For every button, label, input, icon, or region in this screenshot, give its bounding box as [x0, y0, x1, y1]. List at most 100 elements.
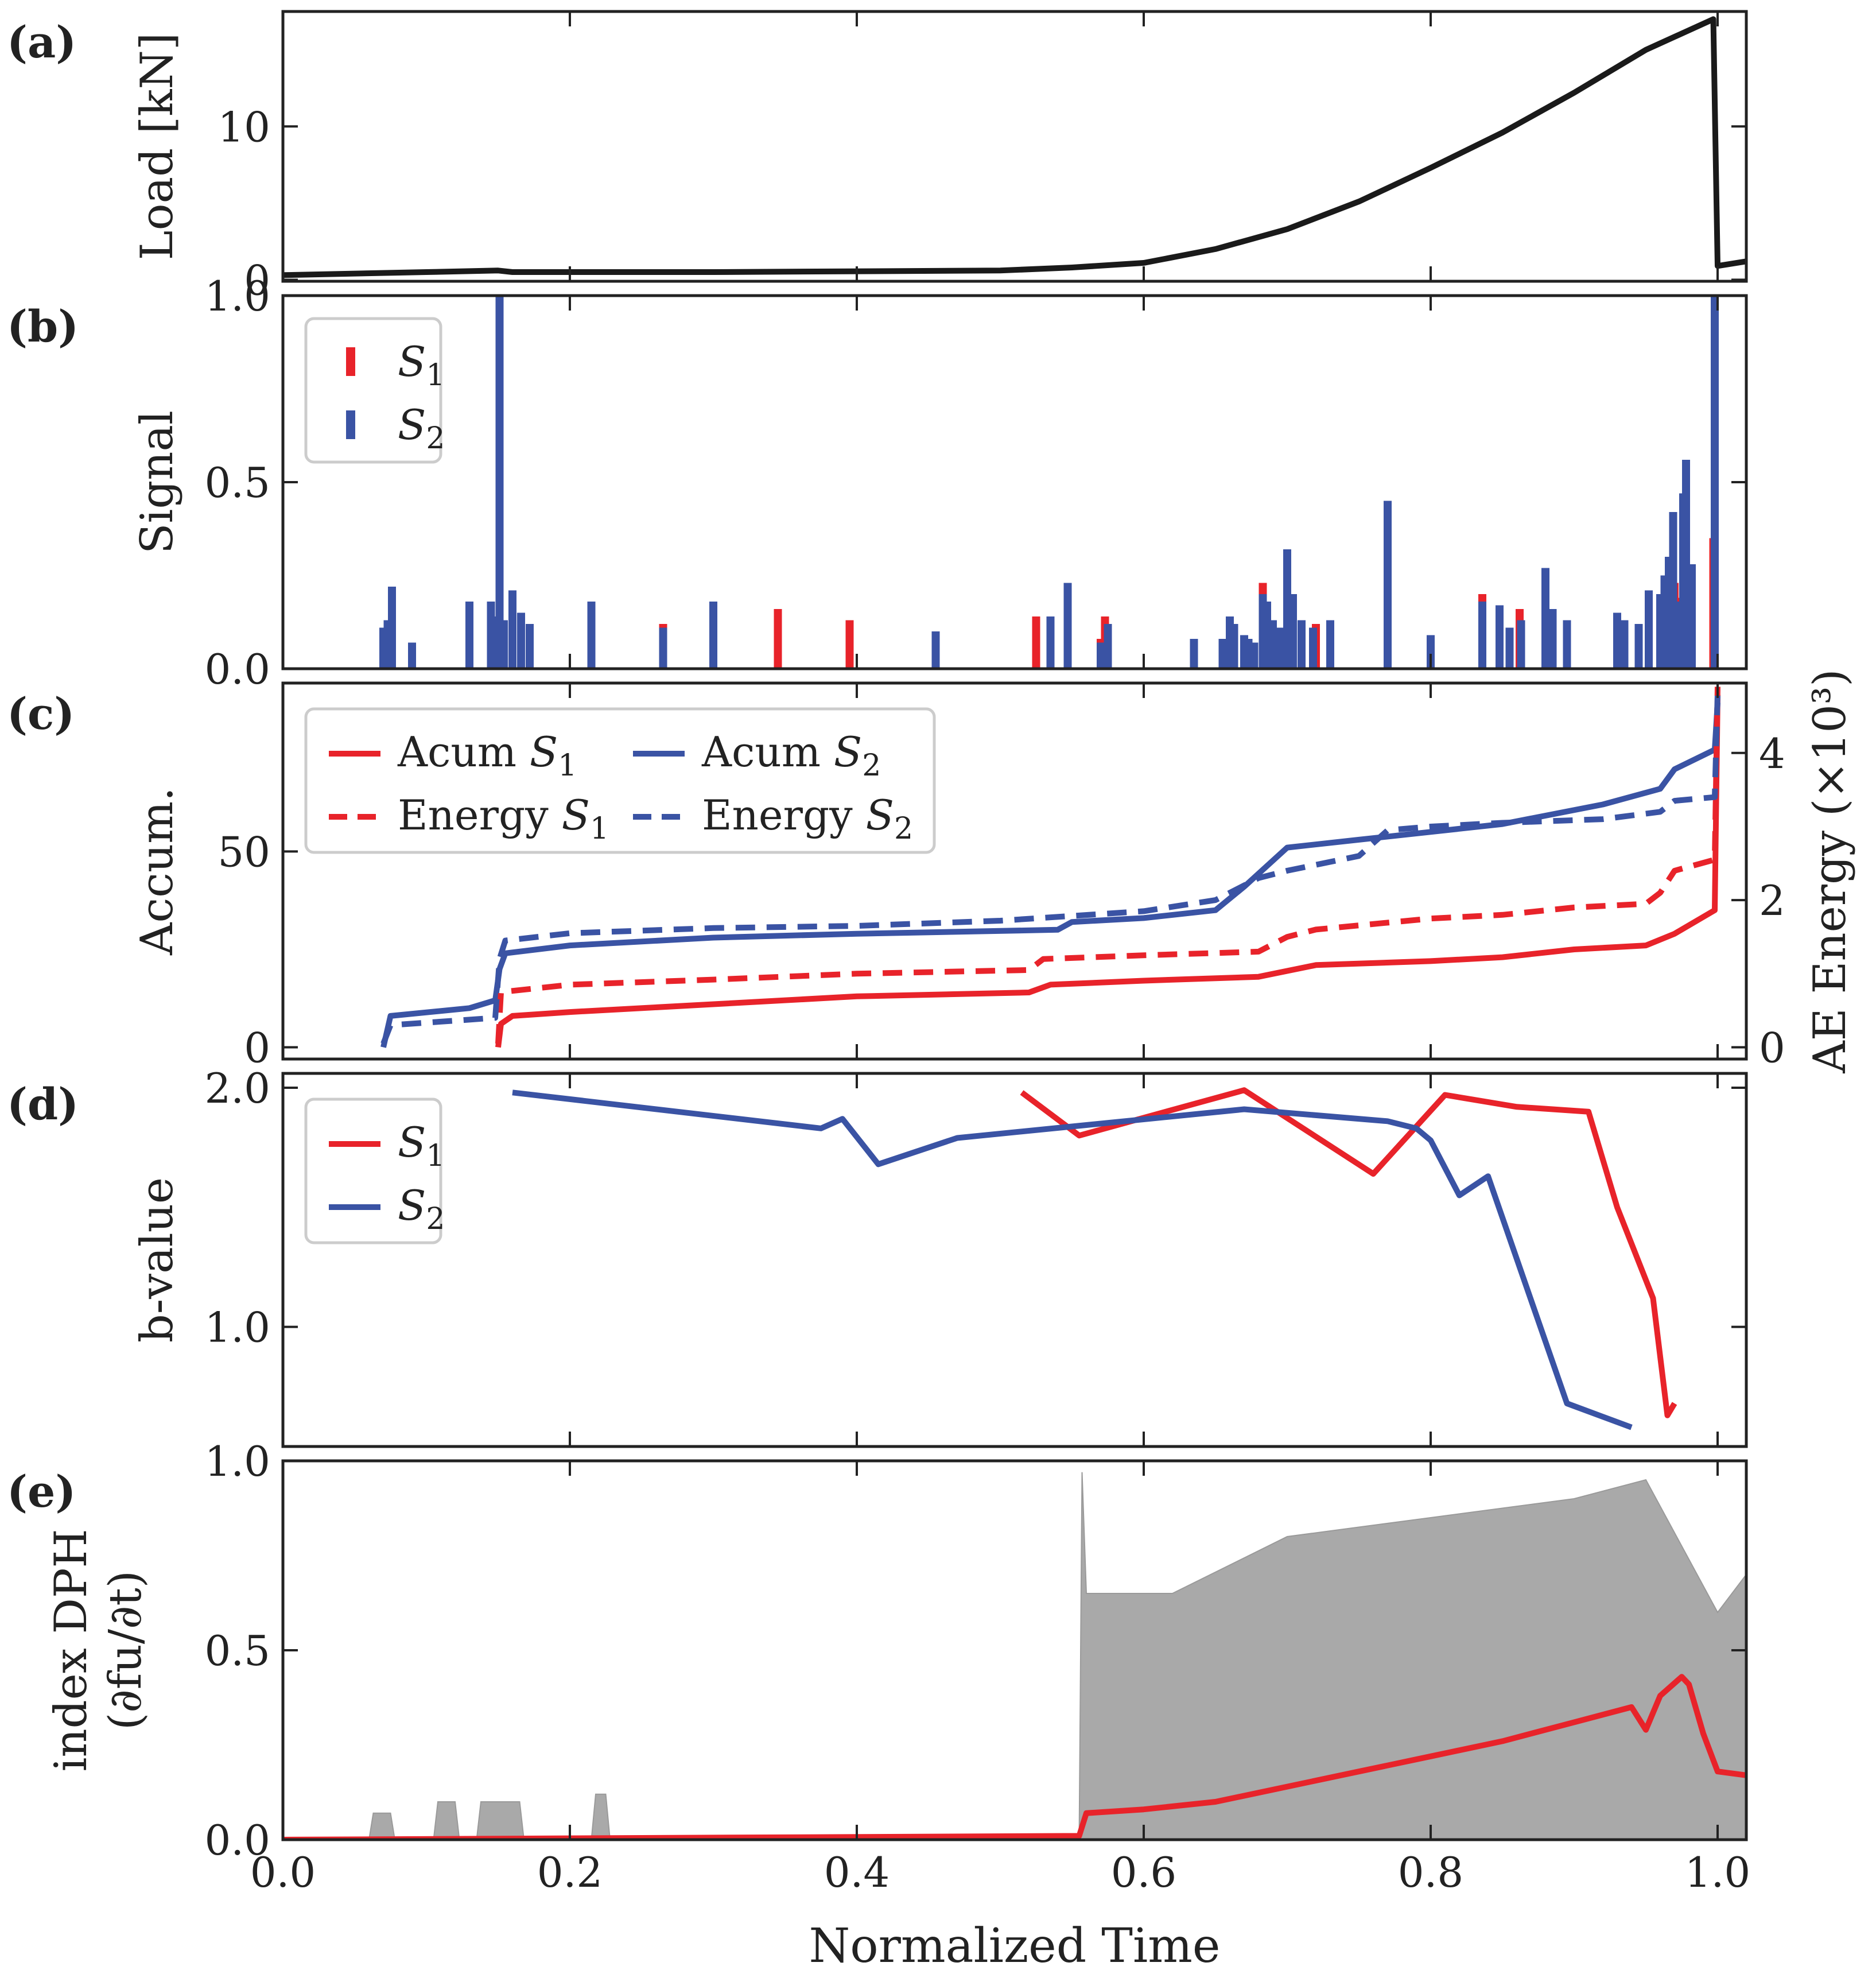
panel-label: (b) — [7, 301, 79, 352]
bar-s2 — [1097, 642, 1105, 669]
plot-frame — [281, 10, 1748, 283]
bar-s2 — [1541, 568, 1549, 669]
bar-s2 — [1250, 642, 1259, 669]
bar-s2 — [1563, 620, 1571, 669]
bar-s1 — [1032, 616, 1040, 669]
y-tick-label: 1.0 — [204, 272, 270, 320]
legend-label: S2 — [398, 401, 445, 456]
bar-s2 — [1688, 564, 1696, 669]
series-area — [283, 1472, 1746, 1840]
x-axis-label: Normalized Time — [809, 1919, 1221, 1973]
bar-s2 — [1711, 296, 1719, 669]
bar-s2 — [495, 296, 504, 669]
y-tick-label: 2.0 — [204, 1064, 270, 1112]
bar-s2 — [1384, 501, 1392, 669]
bar-s2 — [709, 602, 717, 669]
bar-s2 — [1613, 612, 1621, 669]
y2-tick-label: 2 — [1759, 877, 1785, 925]
bar-s2 — [1269, 620, 1277, 669]
bar-s2 — [1104, 624, 1112, 669]
bar-s2 — [1289, 594, 1297, 669]
plot-area — [283, 16, 1746, 278]
x-tick-label: 0.8 — [1398, 1848, 1464, 1897]
bar-s2 — [1046, 616, 1055, 669]
y2-tick-label: 4 — [1759, 730, 1785, 778]
bar-s2 — [408, 642, 416, 669]
bar-s2 — [500, 620, 508, 669]
plot-frame — [281, 1072, 1748, 1448]
legend: Acum S1 Energy S1 Acum S2 Energy S2 — [304, 707, 936, 854]
bar-s2 — [1620, 620, 1629, 669]
panel-label: (c) — [7, 688, 75, 739]
y2-axis-label: AE Energy (×10³) — [1804, 669, 1856, 1073]
bar-s2 — [587, 602, 596, 669]
bar-s2 — [1517, 620, 1525, 669]
x-tick-label: 0.6 — [1111, 1848, 1177, 1897]
y-axis-label: index DPH — [45, 1529, 97, 1771]
series-acum-s1 — [495, 695, 1720, 1048]
bar-s2 — [659, 627, 667, 669]
series-s1 — [1020, 1087, 1677, 1418]
legend-marker — [346, 347, 355, 376]
panel-c: 0 50 0 2 4 AE Energy (×10³) Accum. (c) Acum S1 En… — [7, 669, 1856, 1073]
y-tick-label: 0.0 — [204, 1816, 270, 1864]
bar-s2 — [526, 624, 534, 669]
y-axis-label: Load [kN] — [131, 33, 183, 260]
bar-s2 — [1326, 620, 1334, 669]
x-tick-label: 1.0 — [1685, 1848, 1751, 1897]
legend-label: Acum S1 — [397, 728, 577, 783]
y-tick-label: 1.0 — [204, 1437, 270, 1486]
bar-s2 — [1276, 627, 1284, 669]
series-s2 — [512, 1089, 1633, 1430]
legend-label: Energy S2 — [702, 791, 913, 846]
plot-frame — [281, 681, 1748, 1061]
bar-s2 — [1063, 583, 1072, 669]
bar-s2 — [1645, 590, 1653, 669]
legend-label: Acum S2 — [701, 728, 881, 783]
bar-s2 — [1478, 602, 1486, 669]
y-tick-label: 0 — [244, 1024, 270, 1072]
plot-area — [379, 296, 1719, 669]
y2-tick-label: 0 — [1759, 1023, 1785, 1072]
y-axis-label: Accum. — [131, 787, 183, 956]
bar-s2 — [465, 602, 473, 669]
panel-label: (d) — [7, 1079, 79, 1130]
legend-label: Energy S1 — [398, 791, 609, 846]
y-tick-label: 10 — [217, 103, 270, 151]
y-axis-label: b-value — [131, 1177, 183, 1343]
bar-s1 — [845, 620, 854, 669]
bar-s2 — [931, 631, 940, 669]
bar-s2 — [1548, 609, 1557, 669]
panel-label: (a) — [7, 17, 76, 68]
bar-s2 — [508, 590, 516, 669]
legend-box — [304, 707, 936, 854]
plot-area — [283, 1472, 1746, 1840]
y-axis-label-2: (∂fu/∂t) — [100, 1570, 152, 1730]
series-energy-s1 — [495, 687, 1720, 1044]
bar-s2 — [1190, 639, 1198, 669]
bar-s2 — [1309, 627, 1317, 669]
bar-s1 — [774, 609, 782, 669]
bar-s2 — [1298, 620, 1306, 669]
bar-s2 — [1427, 635, 1435, 669]
y-tick-label: 0.0 — [204, 645, 270, 693]
bar-s2 — [1496, 605, 1504, 669]
panel-a: 0 10 Load [kN] (a) — [7, 10, 1748, 304]
y-tick-label: 0 — [244, 256, 270, 304]
legend-label: S1 — [398, 338, 445, 393]
panel-e: 0.0 0.2 0.4 0.6 0.8 1.0 0.0 0.5 1.0 index DPH (∂fu… — [7, 1437, 1750, 1897]
bar-s2 — [1634, 624, 1643, 669]
x-tick-label: 0.4 — [824, 1848, 890, 1897]
x-tick-label: 0.2 — [537, 1848, 603, 1897]
bar-s2 — [388, 587, 396, 669]
plot-area — [380, 687, 1720, 1048]
x-tick-label: 0.0 — [250, 1848, 316, 1897]
bar-s2 — [1505, 627, 1514, 669]
legend-marker — [346, 410, 355, 439]
plot-area — [512, 1087, 1677, 1430]
legend-label: S1 — [398, 1118, 445, 1173]
y-tick-label: 0.5 — [204, 1627, 270, 1675]
